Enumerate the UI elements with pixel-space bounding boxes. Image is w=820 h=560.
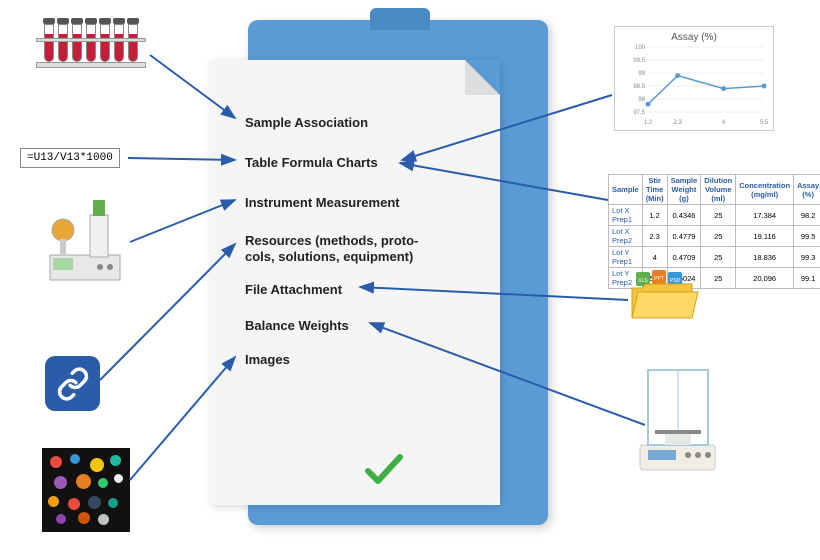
svg-text:2.3: 2.3 <box>674 120 683 126</box>
assay-chart: Assay (%) 97.5 98 98.5 99 99.5 100 1.2 2.3 4 5.5 <box>614 26 774 131</box>
formula-box: =U13/V13*1000 <box>20 148 120 168</box>
balance-scale-icon <box>630 360 725 480</box>
link-icon <box>45 356 100 411</box>
svg-text:97.5: 97.5 <box>633 110 645 116</box>
svg-text:1.2: 1.2 <box>644 120 653 126</box>
svg-text:98: 98 <box>638 97 645 103</box>
list-item-5: Balance Weights <box>245 318 455 334</box>
svg-text:PSD: PSD <box>670 278 681 284</box>
formula-text: =U13/V13*1000 <box>27 152 113 164</box>
svg-text:100: 100 <box>635 45 646 51</box>
svg-text:5.5: 5.5 <box>760 120 769 126</box>
test-tubes-icon <box>42 18 140 65</box>
svg-text:XLS: XLS <box>638 278 648 284</box>
chart-title: Assay (%) <box>620 32 768 43</box>
list-item-2: Instrument Measurement <box>245 195 455 211</box>
svg-text:PPT: PPT <box>654 276 664 282</box>
folder-icon: XLS PPT PSD <box>630 270 700 330</box>
list-item-4: File Attachment <box>245 282 455 298</box>
list-item-1: Table Formula Charts <box>245 155 455 171</box>
list-item-0: Sample Association <box>245 115 455 131</box>
clipboard-clip <box>370 8 430 30</box>
instrument-icon <box>45 195 125 290</box>
svg-text:99: 99 <box>638 71 645 77</box>
svg-text:98.5: 98.5 <box>633 84 645 90</box>
svg-text:4: 4 <box>722 120 726 126</box>
svg-text:99.5: 99.5 <box>633 58 645 64</box>
list-item-3: Resources (methods, proto-cols, solution… <box>245 233 455 264</box>
gems-image <box>42 448 130 532</box>
list-item-6: Images <box>245 352 455 368</box>
checkmark-icon <box>360 445 408 498</box>
